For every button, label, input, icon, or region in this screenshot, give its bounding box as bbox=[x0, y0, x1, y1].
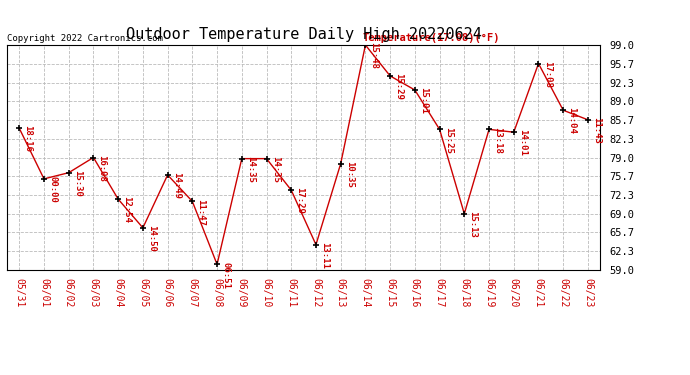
Text: 13:18: 13:18 bbox=[493, 127, 502, 153]
Text: Copyright 2022 Cartronics.com: Copyright 2022 Cartronics.com bbox=[7, 34, 163, 43]
Text: 14:01: 14:01 bbox=[518, 129, 527, 156]
Text: 11:43: 11:43 bbox=[592, 117, 601, 144]
Text: 15:25: 15:25 bbox=[444, 127, 453, 153]
Text: Temperature(17:08)(°F): Temperature(17:08)(°F) bbox=[363, 33, 500, 43]
Text: 17:29: 17:29 bbox=[295, 188, 304, 214]
Text: 15:48: 15:48 bbox=[370, 42, 379, 69]
Text: 15:30: 15:30 bbox=[73, 170, 82, 197]
Text: 12:54: 12:54 bbox=[122, 196, 131, 223]
Text: 14:35: 14:35 bbox=[270, 156, 279, 183]
Text: 14:35: 14:35 bbox=[246, 156, 255, 183]
Text: 15:01: 15:01 bbox=[419, 87, 428, 114]
Text: 14:04: 14:04 bbox=[567, 108, 576, 134]
Text: 15:29: 15:29 bbox=[394, 73, 403, 100]
Text: 17:08: 17:08 bbox=[542, 61, 551, 88]
Text: 16:08: 16:08 bbox=[97, 155, 106, 182]
Text: 14:49: 14:49 bbox=[172, 172, 181, 199]
Text: 14:50: 14:50 bbox=[147, 225, 156, 252]
Text: 15:13: 15:13 bbox=[469, 211, 477, 238]
Text: 00:00: 00:00 bbox=[48, 176, 57, 203]
Text: 11:47: 11:47 bbox=[197, 199, 206, 225]
Text: 13:11: 13:11 bbox=[320, 242, 329, 269]
Text: 18:16: 18:16 bbox=[23, 126, 32, 152]
Text: 10:35: 10:35 bbox=[345, 161, 354, 188]
Text: 06:51: 06:51 bbox=[221, 262, 230, 288]
Title: Outdoor Temperature Daily High 20220624: Outdoor Temperature Daily High 20220624 bbox=[126, 27, 482, 42]
